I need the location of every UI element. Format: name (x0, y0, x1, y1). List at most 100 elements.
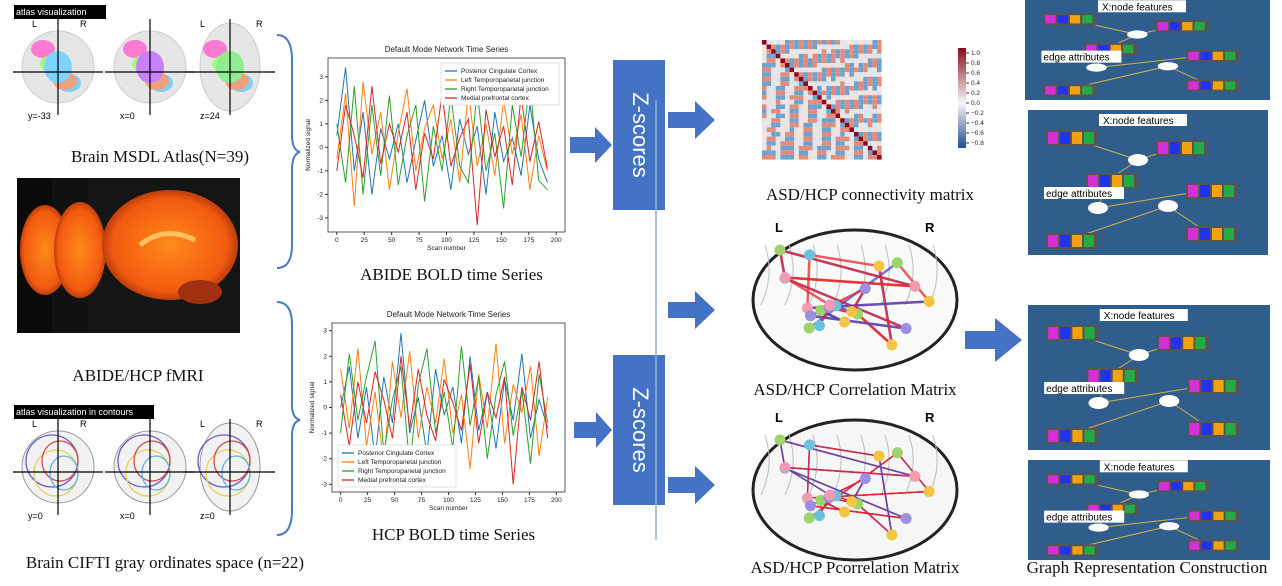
heatmap-cell (835, 113, 841, 119)
heatmap-cell (877, 99, 882, 105)
heatmap-cell (821, 95, 827, 100)
side-label: L (775, 220, 783, 235)
heatmap-cell (817, 136, 822, 142)
heatmap-cell (798, 90, 804, 96)
heatmap-cell (844, 136, 850, 142)
node (873, 450, 885, 462)
heatmap-cell (780, 155, 785, 160)
heatmap-cell (762, 99, 767, 105)
x-tick-label: 175 (524, 497, 535, 504)
feature-cell (1082, 86, 1093, 95)
heatmap-cell (854, 122, 859, 128)
feature-cell (1201, 380, 1212, 392)
heatmap-cell (803, 72, 808, 77)
heatmap-cell (840, 155, 845, 160)
heatmap-cell (877, 40, 882, 45)
legend-label: Medial prefrontal cortex (358, 477, 427, 484)
feature-cell (1069, 15, 1081, 24)
heatmap-cell (803, 113, 808, 119)
heatmap-cell (803, 67, 808, 73)
heatmap-cell (766, 155, 772, 160)
heatmap-cell (785, 136, 790, 142)
heatmap-cell (766, 58, 772, 63)
heatmap-cell (775, 109, 781, 114)
fmri-detail (178, 280, 222, 304)
heatmap-cell (831, 76, 836, 82)
heatmap-cell (863, 150, 868, 155)
arrow (668, 291, 715, 329)
heatmap-cell (785, 150, 790, 155)
heatmap-cell (780, 53, 785, 59)
heatmap-cell (785, 49, 790, 54)
heatmap-cell (821, 132, 827, 137)
x-tick-label: 175 (523, 237, 534, 244)
heatmap-cell (835, 49, 841, 54)
heatmap-texture (762, 40, 882, 160)
edge-attributes-label: edge attributes (1046, 513, 1112, 524)
side-label: L (200, 419, 205, 429)
heatmap-cell (844, 72, 850, 77)
node (923, 485, 935, 497)
node (779, 462, 791, 474)
graph-panel: X:node features edge attributes (1028, 305, 1270, 450)
edge-attributes-label: edge attributes (1046, 189, 1112, 200)
feature-cell (1201, 541, 1212, 550)
heatmap-cell (771, 44, 776, 50)
heatmap-cell (872, 141, 877, 146)
heatmap-cell (762, 58, 767, 63)
heatmap-cell (840, 104, 845, 109)
caption: ASD/HCP connectivity matrix (766, 185, 975, 204)
heatmap-cell (766, 104, 772, 109)
heatmap-cell (771, 86, 776, 91)
feature-cell (1048, 132, 1058, 144)
heatmap-cell (771, 72, 776, 77)
heatmap-cell (858, 122, 864, 128)
heatmap-cell (812, 132, 818, 137)
legend-label: Left Temporoparietal junction (461, 77, 545, 84)
heatmap-cell (775, 132, 781, 137)
heatmap-cell (858, 150, 864, 155)
heatmap-cell (854, 53, 859, 59)
heatmap-cell (844, 49, 850, 54)
edge (809, 253, 880, 268)
heatmap-cell (858, 104, 864, 109)
series-line (340, 343, 549, 470)
heatmap-cell (872, 145, 877, 151)
heatmap-cell (826, 44, 831, 50)
colorbar-tick-label: 0.8 (971, 60, 980, 67)
atlas-contour (221, 455, 251, 491)
graph-panel: X:node features edge attributes (1028, 110, 1268, 255)
heatmap-cell (867, 127, 873, 132)
heatmap-cell (821, 86, 827, 91)
heatmap-cell (840, 95, 845, 100)
heatmap-cell (817, 81, 822, 86)
heatmap-cell (858, 145, 864, 151)
heatmap-cell (798, 150, 804, 155)
x-tick-label: 125 (469, 237, 480, 244)
heatmap-cell (812, 90, 818, 96)
heatmap-cell (858, 109, 864, 114)
heatmap-cell (771, 122, 776, 128)
heatmap-cell (771, 99, 776, 105)
heatmap-cell (844, 118, 850, 123)
atlas-contour (213, 440, 251, 482)
heatmap-cell (762, 40, 767, 45)
heatmap-cell (817, 95, 822, 100)
heatmap-cell (766, 81, 772, 86)
edge-attributes-label: edge attributes (1043, 53, 1109, 64)
edge-node (1086, 63, 1107, 72)
heatmap-cell (877, 53, 882, 59)
heatmap-cell (766, 122, 772, 128)
heatmap-cell (812, 141, 818, 146)
heatmap-cell (785, 122, 790, 128)
heatmap-cell (808, 40, 813, 45)
edge-node (1157, 62, 1179, 71)
heatmap-cell (844, 40, 850, 45)
side-label: R (256, 19, 263, 29)
heatmap-cell (826, 141, 831, 146)
legend-label: Posterior Cingulate Cortex (358, 450, 435, 457)
node (909, 470, 921, 482)
heatmap-cell (872, 67, 877, 73)
heatmap-cell (785, 155, 790, 160)
heatmap-cell (794, 150, 799, 155)
